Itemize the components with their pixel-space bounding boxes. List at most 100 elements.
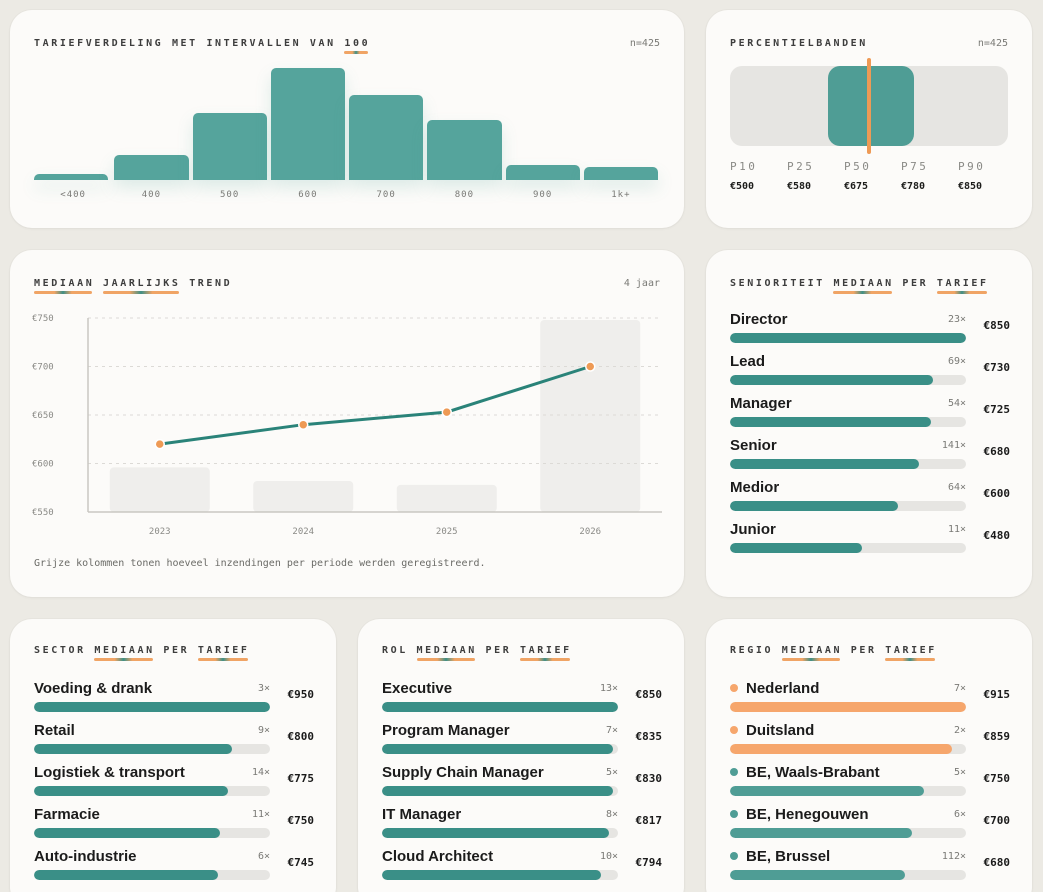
title-word-highlighted: MEDIAAN	[34, 278, 95, 294]
item-count: 3×	[257, 683, 270, 694]
percentile-value: €850	[958, 181, 983, 192]
item-median-value: €750	[983, 772, 1011, 785]
item-name: Director	[730, 311, 788, 328]
list-item: Manager 54× €725	[730, 395, 1010, 437]
bar-track	[34, 702, 270, 712]
item-count: 8×	[605, 809, 618, 820]
histogram-tick-label: 500	[219, 190, 240, 200]
list-item: BE, Henegouwen 6× €700	[730, 806, 1010, 848]
bar-fill	[382, 744, 614, 754]
item-count: 7×	[953, 683, 966, 694]
bar-track	[382, 870, 618, 880]
histogram-bar	[34, 174, 109, 180]
list-item: Program Manager 7× €835	[382, 722, 662, 764]
bar-fill	[34, 870, 219, 880]
region-card: REGIO MEDIAAN PER TARIEF Nederland 7× €915…	[706, 619, 1032, 892]
item-name: Executive	[382, 680, 453, 697]
region-title: REGIO MEDIAAN PER TARIEF	[730, 645, 937, 661]
x-tick-label: 2026	[579, 527, 601, 537]
histogram-bar	[583, 166, 658, 180]
bar-track	[730, 870, 966, 880]
title-word: REGIO	[730, 645, 774, 656]
bar-fill	[730, 417, 931, 427]
percentile-title: PERCENTIELBANDEN	[730, 38, 868, 49]
title-word-highlighted: TARIEF	[519, 645, 572, 661]
list-item: Cloud Architect 10× €794	[382, 848, 662, 890]
title-word: PER	[163, 645, 190, 656]
item-count: 7×	[605, 725, 618, 736]
role-list: Executive 13× €850 Program Manager 7× €835 Sup…	[382, 680, 662, 890]
item-median-value: €480	[983, 529, 1011, 542]
bar-fill	[382, 702, 618, 712]
bar-fill	[34, 744, 233, 754]
trend-title: MEDIAAN JAARLIJKS TREND	[34, 278, 232, 294]
bar-track	[730, 375, 966, 385]
percentile-item: P90 €850	[958, 160, 985, 192]
item-name: Senior	[730, 437, 777, 454]
item-median-value: €850	[635, 688, 663, 701]
histogram-title: TARIEFVERDELING MET INTERVALLEN VAN 100	[34, 38, 370, 54]
histogram-bar	[192, 112, 267, 180]
item-count: 54×	[947, 398, 966, 409]
title-word: VAN	[309, 38, 336, 49]
title-word: PER	[485, 645, 512, 656]
item-median-value: €680	[983, 445, 1011, 458]
histogram-card: TARIEFVERDELING MET INTERVALLEN VAN 100 …	[10, 10, 684, 228]
bar-track	[730, 702, 966, 712]
bar-track	[730, 459, 966, 469]
bar-track	[730, 828, 966, 838]
bar-fill	[730, 375, 933, 385]
item-count: 9×	[257, 725, 270, 736]
item-name: Duitsland	[746, 722, 815, 739]
item-name: Medior	[730, 479, 780, 496]
bar-track	[730, 543, 966, 553]
percentile-item: P10 €500	[730, 160, 757, 192]
sector-card: SECTOR MEDIAAN PER TARIEF Voeding & dran…	[10, 619, 336, 892]
title-word-highlighted: MEDIAAN	[94, 645, 155, 661]
list-item: Supply Chain Manager 5× €830	[382, 764, 662, 806]
item-name: BE, Henegouwen	[746, 806, 869, 823]
bar-track	[382, 744, 618, 754]
item-median-value: €730	[983, 361, 1011, 374]
percentile-key: P10	[730, 160, 758, 173]
trend-caption: Grijze kolommen tonen hoeveel inzendinge…	[34, 558, 486, 569]
bar-track	[34, 870, 270, 880]
item-name: IT Manager	[382, 806, 462, 823]
trend-chart: €750 €700 €650 €600 €550 2023 2024 2025 2026	[32, 314, 662, 537]
item-median-value: €817	[635, 814, 663, 827]
item-median-value: €725	[983, 403, 1011, 416]
y-tick-label: €700	[32, 363, 54, 373]
color-dot	[730, 810, 738, 818]
trend-point	[154, 438, 165, 450]
y-tick-label: €600	[32, 460, 54, 470]
bar-track	[730, 744, 966, 754]
histogram-bar	[349, 94, 424, 180]
histogram-tick-label: 800	[454, 190, 474, 200]
seniority-card: SENIORITEIT MEDIAAN PER TARIEF Director 2…	[706, 250, 1032, 597]
item-count: 10×	[599, 851, 618, 862]
bar-track	[730, 333, 966, 343]
list-item: Medior 64× €600	[730, 479, 1010, 521]
item-count: 5×	[953, 767, 966, 778]
trend-card: MEDIAAN JAARLIJKS TREND 4 jaar €750 €700 €…	[10, 250, 684, 597]
item-name: Logistiek & transport	[34, 764, 185, 781]
bar-track	[34, 744, 270, 754]
item-name: Auto-industrie	[34, 848, 137, 865]
item-median-value: €750	[287, 814, 315, 827]
trend-point	[585, 361, 596, 372]
submission-column	[253, 480, 354, 512]
item-median-value: €835	[635, 730, 663, 743]
item-count: 64×	[947, 482, 966, 493]
role-card: ROL MEDIAAN PER TARIEF Executive 13× €850 P…	[358, 619, 684, 892]
item-count: 141×	[941, 440, 966, 451]
percentile-value: €675	[844, 181, 869, 192]
percentile-key: P75	[901, 160, 929, 173]
title-word: TARIEFVERDELING	[34, 38, 164, 49]
percentile-key: P90	[958, 160, 986, 173]
color-dot	[730, 726, 738, 734]
title-word-highlighted: TARIEF	[885, 645, 937, 661]
percentile-key: P25	[787, 160, 815, 173]
title-word: SENIORITEIT	[730, 278, 825, 289]
list-item: BE, Waals-Brabant 5× €750	[730, 764, 1010, 806]
percentile-card: PERCENTIELBANDEN n=425 P10 €500 P25 €580 P50…	[706, 10, 1032, 228]
